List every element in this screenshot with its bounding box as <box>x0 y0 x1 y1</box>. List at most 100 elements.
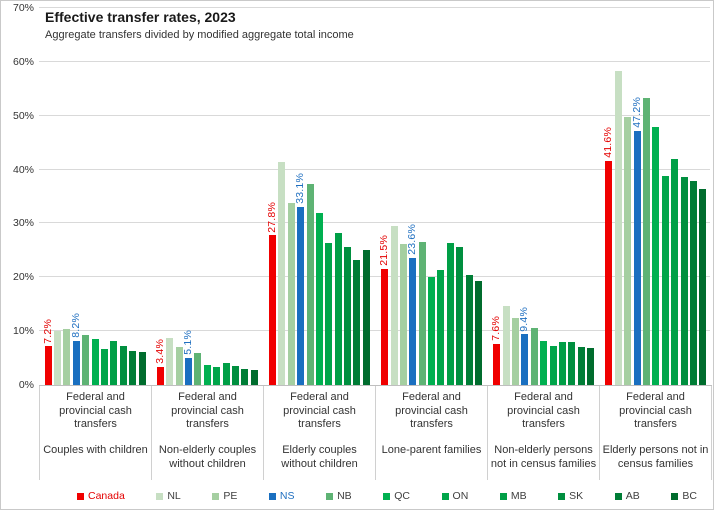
bar-nb <box>418 242 426 385</box>
category-cell: Federal and provincial cash transfers Cou… <box>39 386 151 480</box>
category-level2-label: Lone-parent families <box>381 444 482 456</box>
legend-swatch-icon <box>383 492 391 500</box>
bar-slot-mb <box>559 8 567 385</box>
legend-swatch-icon <box>77 492 84 500</box>
bar-mb <box>559 341 567 385</box>
category-axis: Federal and provincial cash transfers Cou… <box>39 386 712 480</box>
bar-canada <box>44 346 52 385</box>
bar-slot-mb <box>446 8 454 385</box>
bar-ab <box>353 260 361 385</box>
bar-nl <box>54 330 62 385</box>
bar-nb <box>82 335 90 385</box>
bar-ns <box>633 130 641 385</box>
bar-nl <box>502 306 510 385</box>
bar-canada <box>381 269 389 385</box>
bar-bc <box>250 370 258 385</box>
bar-pe <box>512 318 520 385</box>
bar-pe <box>399 244 407 385</box>
bar-on <box>549 345 557 385</box>
bar-ns <box>409 257 417 385</box>
gridline-40 <box>39 168 710 170</box>
legend-swatch-icon <box>326 492 334 500</box>
data-label-canada: 27.8% <box>265 201 278 233</box>
bar-nl <box>390 225 398 385</box>
legend-swatch-icon <box>212 492 220 500</box>
legend-swatch-icon <box>156 492 164 500</box>
category-level2-label: Non-elderly persons not in census famili… <box>490 444 597 470</box>
bar-nl <box>166 337 174 385</box>
bar-slot-ns: 8.2% <box>70 8 82 385</box>
bar-slot-nl <box>614 8 622 385</box>
bar-slot-sk <box>119 8 127 385</box>
legend-label: NS <box>279 489 295 502</box>
bar-sk <box>456 247 464 385</box>
bar-slot-nb <box>418 8 426 385</box>
legend-item-nb: NB <box>326 489 352 502</box>
legend-item-canada: Canada <box>77 490 125 502</box>
bar-slot-nb <box>530 8 538 385</box>
gridline-30 <box>39 222 710 224</box>
bar-slot-on <box>325 8 333 385</box>
bar-slot-qc <box>428 8 436 385</box>
bar-slot-nl <box>502 8 510 385</box>
legend-item-ns: NS <box>268 489 295 502</box>
bar-mb <box>671 158 679 385</box>
bar-slot-nb <box>306 8 314 385</box>
y-tick-label: 30% <box>12 217 34 230</box>
legend-label: SK <box>569 489 584 502</box>
gridline-60 <box>39 60 710 62</box>
bar-slot-mb <box>222 8 230 385</box>
category-level2-label: Non-elderly couples without children <box>158 444 257 470</box>
bar-slot-pe <box>624 8 632 385</box>
bar-slot-on <box>661 8 669 385</box>
bar-slot-nl <box>166 8 174 385</box>
bar-slot-canada: 41.6% <box>602 8 615 385</box>
legend-swatch-icon <box>671 492 679 500</box>
data-label-canada: 41.6% <box>602 127 615 158</box>
legend-swatch-icon <box>441 492 449 500</box>
gridline-20 <box>39 276 710 278</box>
bar-slot-ns: 33.1% <box>294 8 306 385</box>
bar-canada <box>268 235 276 385</box>
legend: Canada NL PE NS NB QC ON MB SK AB BC <box>77 489 697 503</box>
data-label-canada: 7.6% <box>490 316 503 342</box>
bar-group: 21.5% 23.6% <box>376 8 488 385</box>
bar-ns <box>297 206 305 385</box>
bar-mb <box>222 363 230 385</box>
legend-label: NB <box>337 489 352 502</box>
legend-label: QC <box>394 489 410 502</box>
bar-slot-canada: 3.4% <box>154 8 166 385</box>
bar-slot-mb <box>334 8 342 385</box>
bar-ns <box>521 334 529 385</box>
bar-ab <box>129 350 137 385</box>
bar-on <box>661 175 669 385</box>
y-tick-label: 10% <box>12 325 34 338</box>
bar-on <box>437 269 445 385</box>
bar-mb <box>110 341 118 385</box>
bar-sk <box>119 345 127 385</box>
bar-slot-nb <box>194 8 202 385</box>
bar-slot-pe <box>512 8 520 385</box>
legend-label: NL <box>167 489 181 502</box>
data-label-canada: 21.5% <box>378 235 391 267</box>
data-label-ns: 47.2% <box>630 97 643 128</box>
legend-item-pe: PE <box>212 490 237 502</box>
bar-slot-nb <box>643 8 651 385</box>
bar-nl <box>278 162 286 385</box>
bar-group: 27.8% 33.1% <box>263 8 375 385</box>
legend-swatch-icon <box>499 492 507 500</box>
gridline-50 <box>39 114 710 116</box>
bar-mb <box>334 233 342 385</box>
legend-item-ab: AB <box>614 490 640 502</box>
bar-slot-on <box>437 8 445 385</box>
bar-slot-canada: 21.5% <box>378 8 391 385</box>
bar-canada <box>493 344 501 385</box>
bar-slot-ns: 9.4% <box>518 8 530 385</box>
bar-mb <box>446 243 454 385</box>
category-level2-label: Couples with children <box>43 444 148 456</box>
legend-item-bc: BC <box>671 490 697 502</box>
y-tick-label: 60% <box>12 55 34 68</box>
bar-slot-mb <box>671 8 679 385</box>
bar-slot-pe <box>63 8 71 385</box>
